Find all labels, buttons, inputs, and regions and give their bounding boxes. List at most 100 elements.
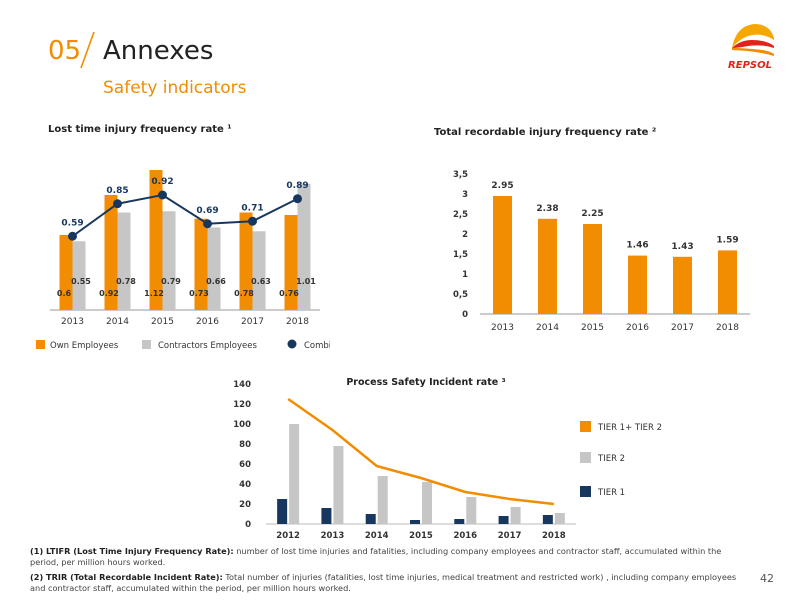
footnote-ltifr: (1) LTIFR (Lost Time Injury Frequency Ra…	[30, 546, 750, 568]
trir-chart: 0 0,5 1 1,5 2 2,5 3 3,5 2.95 2013 2.38 2014 2.25 2015…	[453, 170, 750, 333]
ltifr-label-contractors: 1.01	[296, 277, 316, 286]
ltifr-bar-own	[239, 212, 253, 310]
legend-tier1-label: TIER 1	[597, 488, 625, 498]
footnote-ltifr-text: number of lost time injuries and fatalit…	[30, 546, 722, 567]
trir-data-label: 1.59	[716, 235, 738, 245]
ltifr-label-combined: 0.85	[106, 186, 128, 196]
ltifr-label-contractors: 0.63	[251, 277, 271, 286]
ltifr-x-tick: 2017	[241, 317, 264, 327]
ltifr-label-contractors: 0.66	[206, 277, 226, 286]
trir-bar	[718, 250, 737, 314]
trir-bar	[493, 196, 512, 314]
trir-data-label: 2.95	[491, 181, 513, 191]
ltifr-x-tick: 2015	[151, 317, 174, 327]
trir-x-tick: 2018	[716, 323, 739, 333]
trir-y-tick: 3,5	[453, 170, 468, 180]
legend-tier-total-label: TIER 1+ TIER 2	[597, 423, 662, 433]
trir-bar	[673, 256, 692, 314]
ltifr-x-tick: 2016	[196, 317, 219, 327]
psir-x-tick: 2012	[276, 531, 300, 541]
trir-y-tick: 2,5	[453, 210, 468, 220]
psir-y-tick: 60	[239, 460, 251, 470]
psir-line-total	[287, 397, 554, 506]
psir-y-tick: 140	[233, 380, 251, 390]
psir-bar-tier2	[554, 513, 565, 524]
ltifr-label-contractors: 0.79	[161, 277, 181, 286]
legend-tier2-label: TIER 2	[597, 454, 625, 464]
legend-combined-label: Combined	[304, 341, 330, 351]
ltifr-bar-own	[149, 170, 163, 310]
psir-bar-tier1	[277, 499, 288, 524]
trir-y-tick: 3	[462, 190, 468, 200]
repsol-logo-mark: REPSOL	[728, 24, 774, 71]
ltifr-bar-contractors	[297, 183, 311, 310]
ltifr-label-combined: 0.89	[286, 181, 308, 191]
trir-y-tick: 1,5	[453, 250, 468, 260]
ltifr-label-combined: 0.59	[61, 218, 83, 228]
trir-data-label: 2.25	[581, 209, 603, 219]
ltifr-point-combined	[248, 216, 257, 226]
ltifr-bar-own	[104, 195, 118, 310]
section-number: 05	[48, 36, 82, 66]
ltifr-bar-contractors	[117, 212, 131, 310]
psir-y-tick: 80	[239, 440, 251, 450]
ltifr-chart: 0.6 0.55 2013 0.92 0.78 2014 1.12 0.79 2015 0.73 0…	[36, 170, 330, 351]
footnote-trir-label: (2) TRIR (Total Recordable Incident Rate…	[30, 572, 223, 582]
trir-bar	[538, 218, 557, 314]
psir-bar-tier2	[466, 497, 477, 524]
legend-tier2-swatch	[580, 452, 591, 463]
psir-chart: Process Safety Incident rate ³ 0 20 40 60 80 1…	[233, 377, 662, 541]
trir-data-label: 1.43	[671, 242, 693, 252]
trir-y-tick: 2	[462, 230, 468, 240]
ltifr-label-contractors: 0.78	[116, 277, 136, 286]
psir-x-tick: 2014	[365, 531, 389, 541]
trir-x-tick: 2017	[671, 323, 694, 333]
ltifr-label-combined: 0.71	[241, 203, 263, 213]
legend-tier1-swatch	[580, 486, 591, 497]
legend-tier-total-swatch	[580, 421, 591, 432]
ltifr-bar-own	[284, 215, 298, 310]
psir-y-tick: 0	[245, 520, 251, 530]
psir-x-tick: 2013	[321, 531, 345, 541]
section-title: Annexes	[103, 36, 214, 66]
legend-contractors-swatch	[142, 340, 151, 349]
trir-data-label: 1.46	[626, 241, 648, 251]
ltifr-bar-own	[194, 218, 208, 310]
psir-bar-tier2	[289, 424, 300, 524]
ltifr-label-combined: 0.69	[196, 206, 218, 216]
legend-own-label: Own Employees	[50, 341, 119, 351]
footnote-ltifr-label: (1) LTIFR (Lost Time Injury Frequency Ra…	[30, 546, 234, 556]
ltifr-x-tick: 2013	[61, 317, 84, 327]
psir-x-tick: 2018	[542, 531, 566, 541]
trir-x-tick: 2016	[626, 323, 649, 333]
page-number: 42	[760, 572, 774, 585]
ltifr-bar-contractors	[162, 211, 176, 310]
trir-y-tick: 1	[462, 270, 468, 280]
ltifr-label-contractors: 0.55	[71, 277, 91, 286]
ltifr-x-tick: 2014	[106, 317, 129, 327]
ltifr-chart-title: Lost time injury frequency rate ¹	[48, 124, 232, 135]
repsol-logo: REPSOL	[718, 18, 782, 72]
psir-x-tick: 2017	[498, 531, 522, 541]
section-slash-divider	[80, 31, 95, 69]
ltifr-point-combined	[293, 194, 302, 204]
ltifr-point-combined	[68, 231, 77, 241]
ltifr-label-own: 0.73	[189, 289, 209, 298]
psir-bar-tier1	[365, 514, 376, 524]
psir-bar-tier1	[321, 508, 332, 524]
ltifr-label-combined: 0.92	[151, 177, 173, 187]
legend-own-swatch	[36, 340, 45, 349]
trir-chart-title: Total recordable injury frequency rate ²	[434, 127, 657, 138]
ltifr-bar-own	[59, 235, 73, 310]
ltifr-x-tick: 2018	[286, 317, 309, 327]
legend-combined-swatch	[287, 339, 297, 349]
psir-bar-tier1	[454, 519, 465, 524]
psir-y-tick: 40	[239, 480, 251, 490]
psir-x-tick: 2015	[409, 531, 433, 541]
trir-bar	[628, 255, 647, 314]
ltifr-point-combined	[113, 199, 122, 209]
legend-contractors-label: Contractors Employees	[158, 341, 257, 351]
ltifr-line-combined	[71, 193, 298, 238]
psir-bar-tier2	[510, 507, 521, 524]
psir-y-tick: 100	[233, 420, 251, 430]
